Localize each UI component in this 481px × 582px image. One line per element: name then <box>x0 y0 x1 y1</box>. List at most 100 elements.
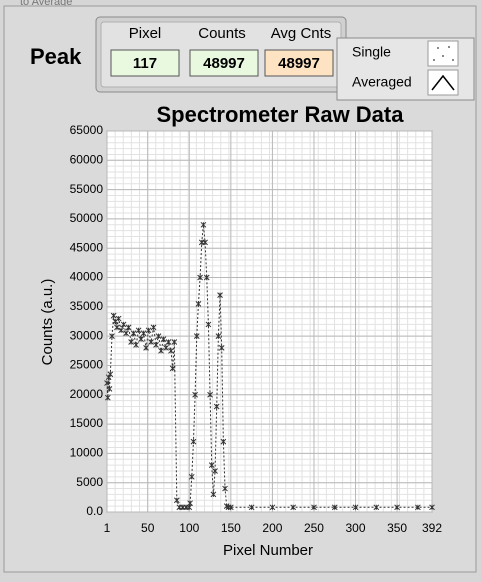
point <box>222 485 228 492</box>
y-tick-label: 45000 <box>70 240 104 254</box>
y-tick-label: 25000 <box>70 358 104 372</box>
point <box>118 327 124 334</box>
y-tick-label: 35000 <box>70 299 104 313</box>
top-text: to Average <box>20 0 72 8</box>
point <box>311 504 317 511</box>
point <box>173 497 180 504</box>
field-box <box>264 49 334 77</box>
point <box>208 462 215 468</box>
point <box>394 504 400 511</box>
point <box>114 324 120 331</box>
plot <box>104 221 435 511</box>
point <box>205 321 212 328</box>
y-tick-label: 30000 <box>70 328 104 342</box>
point <box>107 371 114 378</box>
point <box>429 504 435 511</box>
point <box>104 380 110 386</box>
point <box>123 330 129 337</box>
point <box>140 330 147 337</box>
point <box>225 504 232 511</box>
point <box>106 386 113 392</box>
legend-line <box>431 74 455 91</box>
point <box>160 336 167 342</box>
point <box>188 473 195 480</box>
point <box>203 274 210 281</box>
y-tick-label: 5000 <box>76 475 103 489</box>
point <box>133 342 139 348</box>
point <box>212 468 218 474</box>
point <box>200 221 207 228</box>
grid <box>106 130 433 513</box>
x-tick-label: 150 <box>221 521 241 535</box>
field-value: 48997 <box>278 55 320 72</box>
x-tick-label: 300 <box>346 521 366 535</box>
point <box>210 491 217 498</box>
x-tick-label: 1 <box>104 521 111 535</box>
field-label: Avg Cnts <box>271 25 332 42</box>
point <box>128 339 134 345</box>
x-tick-label: 200 <box>262 521 282 535</box>
point <box>195 301 202 307</box>
y-tick-label: 0.0 <box>86 504 103 518</box>
point <box>218 345 225 351</box>
point <box>373 504 380 511</box>
y-tick-label: 10000 <box>70 446 104 460</box>
point <box>109 333 115 340</box>
point <box>153 342 159 348</box>
point <box>192 391 198 398</box>
x-tick-label: 250 <box>304 521 324 535</box>
point <box>190 438 197 445</box>
point <box>110 312 117 319</box>
field-value: 48997 <box>203 55 245 72</box>
point <box>193 333 200 340</box>
x-tick-label: 50 <box>141 521 155 535</box>
point <box>158 347 164 354</box>
point <box>165 339 172 345</box>
y-tick-label: 60000 <box>70 152 104 166</box>
field-box <box>110 49 180 77</box>
point <box>104 394 111 401</box>
point <box>163 345 169 351</box>
point <box>331 504 338 511</box>
point <box>155 333 162 340</box>
point <box>138 336 144 342</box>
point <box>148 339 154 345</box>
legend-dots <box>433 46 454 61</box>
point <box>197 274 203 281</box>
legend-icon <box>427 69 459 96</box>
legend-label: Averaged <box>352 74 412 90</box>
point <box>168 347 174 354</box>
point <box>207 391 213 398</box>
point <box>130 330 137 337</box>
y-tick-label: 65000 <box>70 123 104 137</box>
x-tick-label: 392 <box>422 521 442 535</box>
x-tick-label: 100 <box>179 521 199 535</box>
point <box>217 292 223 298</box>
x-axis-label: Pixel Number <box>223 542 313 559</box>
point <box>220 438 227 445</box>
point <box>415 504 421 511</box>
point <box>125 324 132 331</box>
y-tick-label: 55000 <box>70 182 104 196</box>
point <box>213 403 220 410</box>
y-tick-label: 20000 <box>70 387 104 401</box>
legend-label: Single <box>352 44 391 60</box>
point <box>248 504 255 511</box>
y-tick-label: 15000 <box>70 416 104 430</box>
point <box>145 327 152 334</box>
point <box>290 504 297 511</box>
y-tick-label: 50000 <box>70 211 104 225</box>
point <box>169 365 176 372</box>
point <box>115 315 122 322</box>
legend-icon <box>427 40 459 67</box>
point <box>269 504 276 511</box>
point <box>202 239 208 246</box>
field-box <box>189 49 259 77</box>
point <box>135 327 142 334</box>
point <box>352 504 359 511</box>
point <box>150 324 157 331</box>
field-label: Pixel <box>129 25 162 42</box>
field-value: 117 <box>133 55 157 72</box>
chart-title: Spectrometer Raw Data <box>157 102 405 127</box>
